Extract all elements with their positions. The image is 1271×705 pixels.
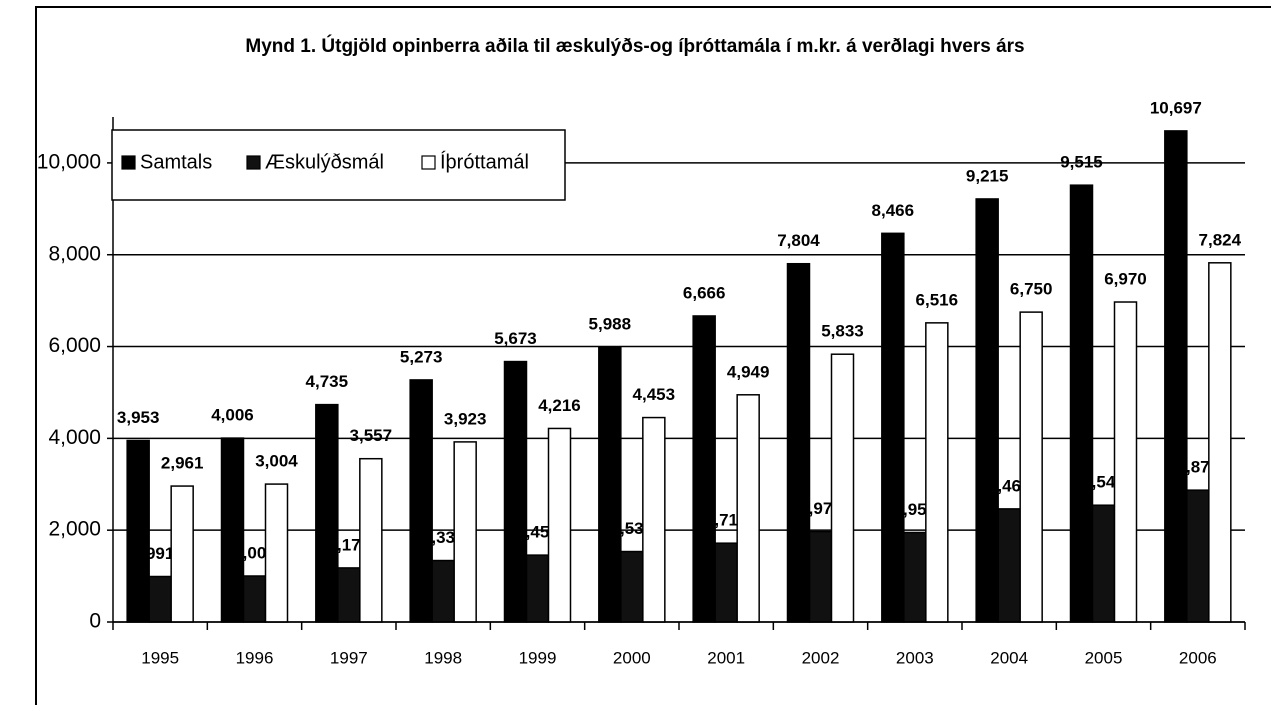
x-tick-label: 2003 xyxy=(896,648,934,667)
bar xyxy=(1113,301,1138,623)
y-tick-label: 6,000 xyxy=(48,334,101,357)
bar xyxy=(1208,262,1232,623)
bar xyxy=(903,531,927,623)
value-label: 6,666 xyxy=(683,283,726,302)
bar xyxy=(264,483,289,623)
y-tick-label: 8,000 xyxy=(48,242,101,265)
x-tick-label: 1996 xyxy=(236,648,274,667)
bar xyxy=(1069,184,1094,623)
y-tick-label: 0 xyxy=(89,610,101,633)
bar xyxy=(736,394,760,623)
x-tick-label: 2002 xyxy=(802,648,840,667)
value-label: 5,833 xyxy=(821,322,864,341)
legend-swatch xyxy=(246,155,261,170)
bar xyxy=(808,530,833,623)
bar xyxy=(220,437,245,623)
legend-label: Æskulýðsmál xyxy=(265,151,384,173)
value-label: 7,804 xyxy=(777,231,820,250)
value-label: 991 xyxy=(146,544,174,563)
value-label: 5,273 xyxy=(400,347,443,366)
x-tick-label: 2004 xyxy=(990,648,1028,667)
bar xyxy=(503,360,528,623)
bar xyxy=(881,232,905,623)
frame xyxy=(35,6,1271,705)
value-label: 4,949 xyxy=(727,362,770,381)
bar xyxy=(786,262,811,623)
value-label: 8,466 xyxy=(872,201,915,220)
bar xyxy=(126,439,150,623)
value-label: 10,697 xyxy=(1150,98,1202,117)
legend-label: Íþróttamál xyxy=(440,150,529,173)
bar xyxy=(997,508,1021,623)
legend-swatch xyxy=(121,155,136,170)
x-tick-label: 1997 xyxy=(330,648,368,667)
x-tick-label: 2001 xyxy=(707,648,745,667)
x-tick-label: 2005 xyxy=(1085,648,1123,667)
bar xyxy=(692,315,716,623)
bar xyxy=(315,403,339,623)
value-label: 5,988 xyxy=(589,315,632,334)
bar xyxy=(1019,311,1043,623)
y-tick-label: 2,000 xyxy=(48,518,101,541)
bar xyxy=(431,559,455,623)
x-tick-label: 1995 xyxy=(141,648,179,667)
value-label: 2,961 xyxy=(161,454,204,473)
bar xyxy=(1164,130,1188,623)
legend-label: Samtals xyxy=(140,151,212,173)
legend-swatch xyxy=(421,155,436,170)
value-label: 3,557 xyxy=(350,426,393,445)
bar xyxy=(359,457,383,623)
x-tick-label: 1998 xyxy=(424,648,462,667)
bar xyxy=(642,416,666,623)
bar xyxy=(525,554,550,623)
value-label: 6,750 xyxy=(1010,280,1053,299)
bar xyxy=(1091,504,1116,623)
y-tick-label: 10,000 xyxy=(37,150,101,173)
bar xyxy=(598,346,622,623)
chart-title: Mynd 1. Útgjöld opinberra aðila til æsku… xyxy=(245,36,1025,57)
bar xyxy=(242,575,267,623)
x-tick-label: 2006 xyxy=(1179,648,1217,667)
value-label: 4,006 xyxy=(211,406,254,425)
y-tick-label: 4,000 xyxy=(48,426,101,449)
x-tick-label: 1999 xyxy=(519,648,557,667)
value-label: 7,824 xyxy=(1199,230,1242,249)
bar xyxy=(830,353,855,623)
bar xyxy=(925,322,949,623)
bar xyxy=(453,441,477,623)
value-label: 3,953 xyxy=(117,408,160,427)
bar xyxy=(1186,489,1210,623)
value-label: 9,515 xyxy=(1060,153,1103,172)
value-label: 3,923 xyxy=(444,409,487,428)
bar xyxy=(714,542,738,623)
value-label: 9,215 xyxy=(966,166,1009,185)
bar xyxy=(148,575,172,623)
value-label: 6,516 xyxy=(916,290,959,309)
legend-box xyxy=(111,129,566,201)
value-label: 4,453 xyxy=(633,385,676,404)
bar xyxy=(170,485,194,623)
value-label: 6,970 xyxy=(1104,269,1147,288)
bar xyxy=(975,198,999,623)
value-label: 5,673 xyxy=(494,329,537,348)
bar xyxy=(337,567,361,623)
value-label: 3,004 xyxy=(255,452,298,471)
bar xyxy=(620,550,644,623)
value-label: 4,216 xyxy=(538,396,581,415)
x-tick-label: 2000 xyxy=(613,648,651,667)
bar xyxy=(547,427,572,623)
value-label: 4,735 xyxy=(306,372,349,391)
bar xyxy=(409,379,433,623)
